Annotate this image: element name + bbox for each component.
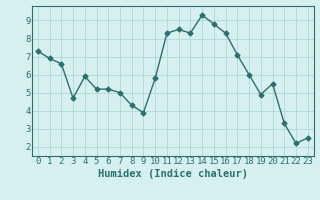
X-axis label: Humidex (Indice chaleur): Humidex (Indice chaleur) [98, 169, 248, 179]
